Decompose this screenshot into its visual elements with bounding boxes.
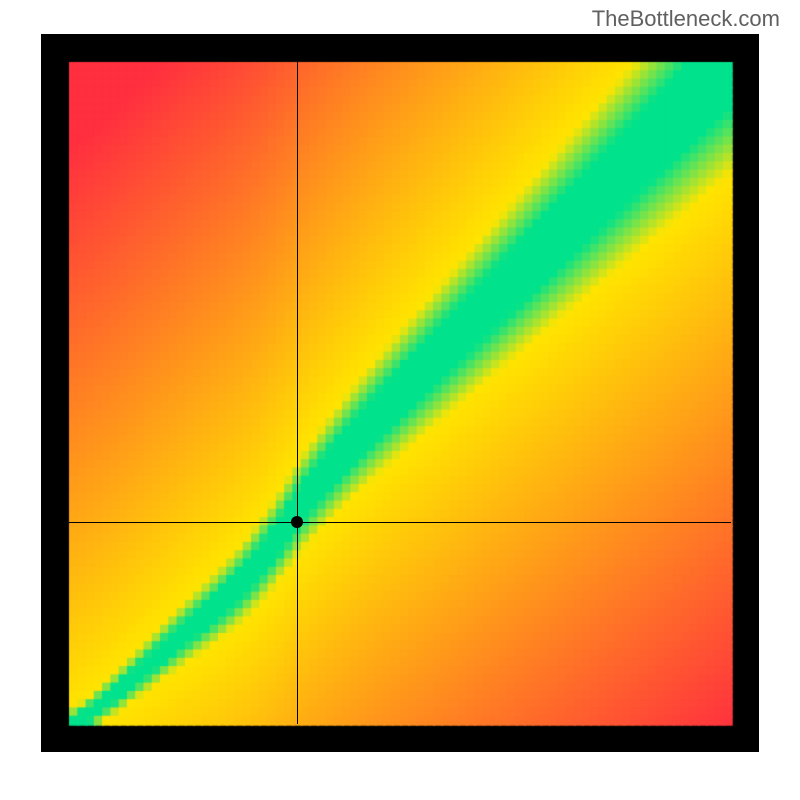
data-point-marker [291, 516, 303, 528]
chart-container: TheBottleneck.com [0, 0, 800, 800]
heatmap-canvas [41, 34, 759, 752]
plot-frame [41, 34, 759, 752]
watermark-text: TheBottleneck.com [592, 6, 780, 32]
crosshair-horizontal [69, 522, 731, 523]
crosshair-vertical [297, 62, 298, 724]
